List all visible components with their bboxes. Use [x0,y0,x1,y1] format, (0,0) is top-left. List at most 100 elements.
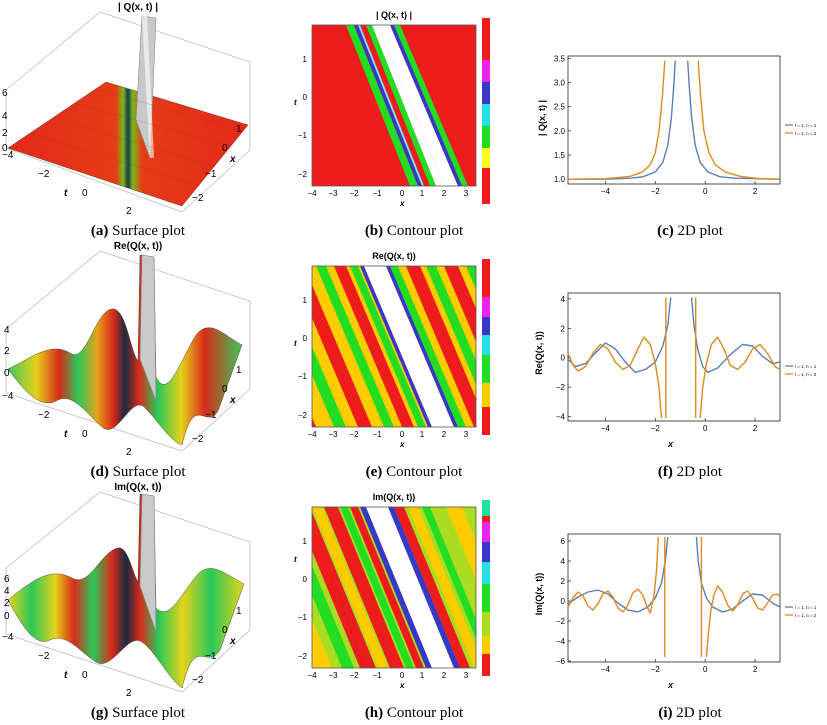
series-line [567,536,669,613]
panel-h: Im(Q(x, t)) −4 −3 −2 −1 0 1 2 3 x 1 0 −1… [276,482,552,723]
t-axis-label: t [64,188,68,199]
t-tick: −2 [38,651,50,662]
t-tick: 0 [303,334,308,343]
x-tick: 3 [464,430,469,439]
t-tick: 0 [303,575,308,584]
x-tick: −2 [349,189,359,198]
x-tick-label: −2 [651,424,661,433]
caption: (i) 2D plot [658,705,722,721]
y-tick-label: −2 [556,617,566,626]
t-tick: −2 [298,170,308,179]
z-tick: −4 [2,391,14,402]
caption: (g) Surface plot [90,705,186,721]
caption: (h) Contour plot [364,705,464,721]
x-tick-label: 0 [703,665,708,674]
series-line [567,60,666,180]
y-tick-label: 2 [561,577,566,586]
x-tick: 1 [236,606,242,617]
plot-frame [567,533,781,663]
panel-f: −4 −2 0 2 −4 −2 0 2 4 Re(Q(x, t)) x l = 1, n = 1… [534,241,827,482]
y-tick-label: 0 [561,354,566,363]
t-axis-label: t [294,98,297,107]
series-line [567,536,659,614]
x-tick: −4 [307,430,317,439]
z-tick: 2 [4,598,10,609]
plot-title: | Q(x, t) | [118,2,158,13]
plot-title: Re(Q(x, t)) [114,241,162,252]
x-axis-label: x [399,199,405,208]
t-axis-label: t [64,670,68,681]
x-axis-label: x [667,439,674,449]
legend-entry: l = 1, n = 2 [795,613,817,618]
x-tick-label: −4 [601,187,611,196]
y-tick-label: 2.0 [554,127,566,136]
y-axis-label: Re(Q(x, t)) [534,331,544,375]
x-tick: −2 [349,671,359,680]
x-tick: −1 [372,430,382,439]
x-axis-label: x [229,154,236,165]
x-tick: 3 [464,671,469,680]
z-tick: −4 [2,632,14,643]
z-tick: 4 [2,111,8,122]
t-tick: 0 [303,93,308,102]
x-tick: −2 [349,430,359,439]
z-tick: 0 [4,368,10,379]
line-plot-c: −4 −2 0 2 1.0 1.5 2.0 2.5 3.0 3.5 | Q(x, t) | l =… [537,54,817,196]
t-tick: 2 [126,447,132,458]
x-tick-label: −2 [651,665,661,674]
x-tick: −3 [328,430,338,439]
z-tick: 6 [4,574,10,585]
caption: (a) Surface plot [90,223,186,239]
t-tick: 0 [82,429,88,440]
x-tick: −1 [372,671,382,680]
legend-entry: l = 1, n = 1 [795,123,817,128]
y-tick-label: 6 [561,537,566,546]
x-tick: −3 [328,671,338,680]
surface-plot-g: Im(Q(x, t)) 6 4 2 0 −4 −2 0 2 t 1 0 −1 −… [2,482,251,699]
panel-b: | Q(x, t) | −4 −3 −2 −1 0 1 2 3 x 1 0 −1… [276,0,552,241]
series-line [687,60,781,180]
plot-title: Im(Q(x, t)) [114,482,161,493]
x-tick: 2 [442,671,447,680]
caption: (e) Contour plot [365,464,463,480]
z-tick: 2 [2,128,8,139]
t-tick: 2 [126,206,132,217]
x-tick: 1 [420,671,425,680]
y-tick-label: 2.5 [554,103,566,112]
x-tick: −1 [205,169,217,180]
caption: (d) Surface plot [90,464,186,480]
legend-entry: l = 1, n = 2 [795,372,817,377]
y-tick-label: −4 [556,413,566,422]
series-line [568,60,676,180]
t-tick: −2 [38,410,50,421]
t-tick: −2 [298,411,308,420]
t-tick: 0 [82,188,88,199]
series-line [567,297,672,374]
panel-e: Re(Q(x, t)) −4 −3 −2 −1 0 1 2 3 x 1 0 −1… [276,241,552,482]
y-tick-label: −2 [556,383,566,392]
x-tick: −4 [307,189,317,198]
t-tick: −1 [298,131,308,140]
y-tick-label: 0 [561,597,566,606]
t-tick: −4 [2,150,14,161]
y-tick-label: 3.0 [554,79,566,88]
x-tick-label: −4 [601,665,611,674]
x-tick: 2 [442,430,447,439]
y-axis-label: | Q(x, t) | [537,100,547,136]
caption: (b) Contour plot [364,223,464,239]
y-tick-label: 3.5 [554,54,566,63]
x-tick: 0 [400,430,405,439]
x-tick: −2 [192,434,204,445]
contour-plot-b: | Q(x, t) | −4 −3 −2 −1 0 1 2 3 x 1 0 −1… [294,10,490,208]
t-axis-label: t [294,339,297,348]
panel-i: −4 −2 0 2 −6 −4 −2 0 2 4 6 Im(Q(x, t)) x l = 1, n … [534,482,827,723]
x-tick: −1 [205,651,217,662]
x-axis-label: x [399,681,405,690]
x-tick: −4 [307,671,317,680]
x-tick-label: −4 [601,424,611,433]
z-tick: 4 [4,325,10,336]
x-tick-label: 2 [753,424,758,433]
plot-title: Im(Q(x, t)) [373,492,416,502]
caption: (f) 2D plot [657,464,723,480]
x-tick: 0 [222,384,228,395]
